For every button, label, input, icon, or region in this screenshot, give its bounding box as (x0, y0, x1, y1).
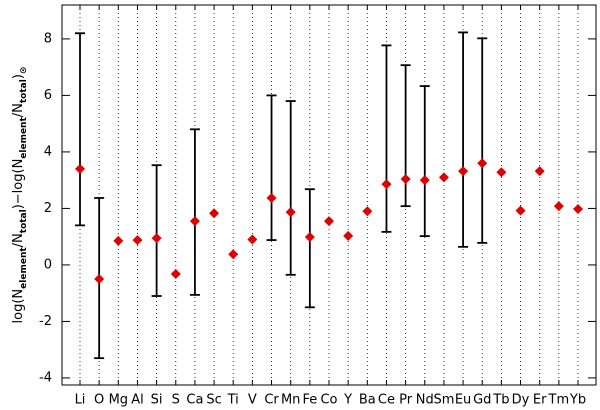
data-point (324, 216, 334, 227)
x-tick-label: Tm (548, 393, 570, 408)
data-point (496, 167, 507, 178)
x-tick-label: Ti (227, 393, 239, 408)
x-tick-label: Mg (109, 393, 128, 408)
data-point (515, 205, 526, 216)
data-point (400, 174, 411, 185)
data-point (343, 230, 354, 241)
x-tick-label: Ce (378, 393, 395, 408)
data-point (228, 249, 239, 260)
y-tick-label: 4 (44, 144, 52, 159)
x-tick-label: Si (151, 393, 163, 408)
x-tick-label: Al (131, 393, 144, 408)
y-tick-label: 0 (44, 257, 52, 272)
x-tick-label: Er (533, 393, 547, 408)
data-point (477, 158, 488, 169)
data-point (75, 163, 85, 174)
y-label-part: /N (11, 103, 26, 117)
x-tick-label: Sm (433, 393, 454, 408)
data-point (266, 192, 277, 203)
x-tick-label: S (172, 393, 180, 408)
y-label-part: element (19, 247, 29, 289)
x-tick-label: Mn (281, 393, 300, 408)
y-tick-label: -4 (39, 370, 52, 385)
y-label-part: ) (11, 74, 26, 79)
data-point (94, 274, 105, 285)
x-tick-label: Fe (302, 393, 317, 408)
x-tick-label: Sc (206, 393, 221, 408)
data-point (419, 175, 430, 186)
data-point (362, 206, 373, 217)
y-label-part: total (19, 79, 29, 103)
x-tick-label: Ba (359, 393, 376, 408)
y-tick-label: 2 (44, 201, 52, 216)
data-point (304, 231, 315, 242)
y-axis-label: log(Nelement/Ntotal)−log(Nelement/Ntotal… (11, 67, 29, 324)
y-tick-label: -2 (39, 314, 52, 329)
data-point (247, 234, 258, 245)
data-point (285, 207, 296, 218)
y-tick-label: 6 (44, 88, 52, 103)
x-tick-label: Eu (455, 393, 471, 408)
x-tick-label: O (94, 393, 104, 408)
data-point (553, 201, 564, 212)
data-point (189, 216, 200, 227)
data-point (113, 235, 124, 246)
data-point (458, 166, 469, 177)
x-tick-label: Cr (264, 393, 279, 408)
data-point (170, 268, 181, 279)
x-tick-label: Nd (416, 393, 434, 408)
y-label-part: ⊙ (19, 67, 29, 75)
x-tick-label: Pr (399, 393, 413, 408)
x-tick-label: Gd (473, 393, 491, 408)
x-tick-label: Y (343, 393, 352, 408)
y-label-part: total (19, 209, 29, 233)
x-tick-label: Co (320, 393, 337, 408)
x-tick-label: Yb (569, 393, 586, 408)
data-point (209, 208, 220, 219)
x-tick-label: Li (75, 393, 86, 408)
y-label-part: element (19, 117, 29, 159)
data-point (573, 203, 583, 214)
x-tick-label: Ca (186, 393, 203, 408)
x-tick-label: Dy (512, 393, 530, 408)
data-point (151, 233, 162, 244)
y-label-part: )−log(N (11, 159, 26, 210)
data-point (534, 166, 545, 177)
data-point (381, 179, 392, 190)
data-point (132, 235, 143, 246)
data-point (438, 172, 449, 183)
y-label-part: /N (11, 233, 26, 247)
x-tick-label: V (248, 393, 257, 408)
x-tick-label: Tb (492, 393, 509, 408)
y-tick-label: 8 (44, 31, 52, 46)
y-label-part: log(N (11, 289, 26, 324)
